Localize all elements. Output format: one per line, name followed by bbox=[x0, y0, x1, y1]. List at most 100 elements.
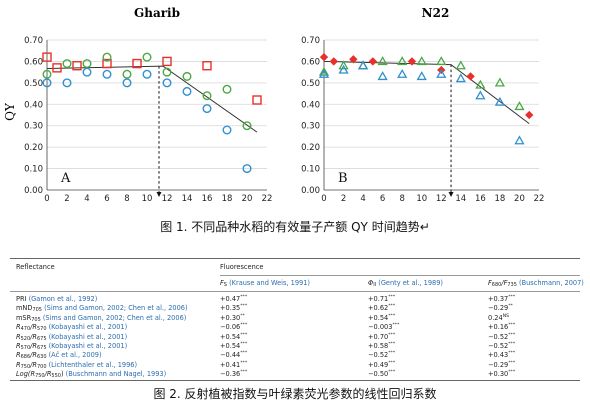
table-caption: 图 2. 反射植被指数与叶绿素荧光参数的线性回归系数 bbox=[153, 387, 437, 401]
table-value: −0.52*** bbox=[488, 342, 515, 351]
table-value: +0.30** bbox=[220, 314, 245, 323]
panel-2-y-tick-label: 0.10 bbox=[301, 165, 320, 175]
table-value: +0.43*** bbox=[488, 351, 515, 360]
panel-1-series-2-point bbox=[82, 59, 92, 69]
significance-marker: *** bbox=[508, 341, 516, 347]
coefficient-value: −0.06 bbox=[220, 323, 241, 332]
coefficient-value: +0.49 bbox=[368, 360, 389, 369]
row-index-subscript: 705 bbox=[31, 316, 41, 323]
panel-2-x-tick-label: 14 bbox=[455, 194, 466, 204]
panel-2-y-tick-label: 0.00 bbox=[301, 186, 320, 196]
coefficient-value: 0.24 bbox=[488, 313, 503, 322]
panel-1-series-1-point bbox=[72, 61, 82, 71]
sub-header-subscript: S bbox=[223, 282, 227, 288]
sub-header-subscript: II bbox=[373, 282, 377, 288]
panel-2-series-3-point bbox=[377, 71, 388, 81]
figure-1: QY Gharib 0.00 0.10 0.20 0.30 0.40 0.50 0.60 0.70… bbox=[3, 6, 545, 204]
panel-2-x-tick-label: 12 bbox=[436, 194, 447, 204]
panel-2-series-1-point bbox=[329, 57, 338, 66]
table-value: +0.54*** bbox=[220, 333, 247, 342]
significance-marker: *** bbox=[508, 323, 516, 328]
sub-header-citation: (Buschmann, 2007) bbox=[516, 279, 584, 287]
panel-2-series-2-point bbox=[494, 77, 506, 87]
panel-2-x-tick-label: 10 bbox=[416, 194, 427, 204]
table-value: −0.06*** bbox=[220, 323, 247, 332]
panel-1-series-1-point bbox=[42, 52, 52, 62]
coefficient-value: −0.50 bbox=[368, 370, 389, 379]
significance-marker: *** bbox=[388, 370, 396, 375]
row-index-name: R bbox=[16, 342, 21, 350]
sub-header-1: FS (Krause and Weis, 1991) bbox=[220, 279, 310, 290]
col-header-reflectance: Reflectance bbox=[16, 263, 55, 271]
table-value: −0.52*** bbox=[488, 333, 515, 342]
panel-1-series-1-point bbox=[252, 95, 262, 105]
significance-marker: *** bbox=[388, 360, 396, 366]
row-index-name: PRI bbox=[16, 295, 27, 303]
panel-2-series-2-point bbox=[475, 79, 486, 89]
y-axis-label: QY bbox=[3, 102, 17, 121]
table-row-label: R686/R630 (Aĉ et al., 2009) bbox=[16, 351, 102, 362]
table-value: +0.41*** bbox=[220, 361, 247, 370]
panel-2-series-1-point bbox=[407, 57, 417, 66]
table-value: −0.29*** bbox=[488, 361, 515, 370]
panel-1-y-tick-label: 0.60 bbox=[24, 57, 43, 67]
panel-2-y-tick-label: 0.70 bbox=[301, 36, 320, 46]
panel-2-series-2-point bbox=[377, 56, 388, 66]
sub-header-2: ΦII (Genty et al., 1989) bbox=[368, 279, 443, 290]
panel-1-x-tick-label: 4 bbox=[84, 194, 89, 204]
panel-2-series-2-point bbox=[436, 56, 447, 66]
row-citation: (Kobayashi et al., 2001) bbox=[46, 332, 128, 341]
table-value: +0.54*** bbox=[220, 342, 247, 351]
panel-1-series-2-point bbox=[102, 52, 112, 62]
significance-marker: *** bbox=[240, 360, 248, 366]
panel-1-x-tick-label: 6 bbox=[104, 194, 109, 204]
row-index-name-2: /R bbox=[30, 351, 37, 360]
table-row-label: R750/R700 (Lichtenthaler et al., 1996) bbox=[16, 361, 137, 372]
table-bottom-rule bbox=[10, 380, 580, 381]
sub-header-subscript: 680 bbox=[491, 282, 502, 288]
panel-1-series-2-point bbox=[122, 69, 132, 79]
panel-1-x-tick-label: 16 bbox=[202, 194, 213, 204]
panel-2-x-tick-label: 8 bbox=[399, 194, 404, 204]
panel-2-series-1-point bbox=[466, 72, 475, 81]
figure-1-caption: 图 1. 不同品种水稻的有效量子产额 QY 时间趋势↵ bbox=[160, 220, 430, 234]
panel-1-series-3-point bbox=[162, 78, 172, 88]
table-value: +0.35*** bbox=[220, 304, 247, 313]
panel-2-y-tick-label: 0.60 bbox=[301, 57, 320, 67]
panel-2-series-1-point bbox=[525, 110, 534, 120]
panel-2-series-3-point bbox=[357, 60, 369, 70]
significance-marker: *** bbox=[508, 351, 516, 357]
panel-2-series-3-point bbox=[397, 68, 408, 78]
significance-marker: ** bbox=[508, 304, 513, 310]
row-index-name-2: /R bbox=[30, 332, 37, 341]
row-index-subscript: 686 bbox=[20, 354, 31, 361]
coefficient-value: −0.003 bbox=[368, 323, 393, 332]
row-index-subscript: 470 bbox=[20, 326, 31, 333]
panel-2-x-tick-label: 0 bbox=[321, 194, 326, 204]
panel-1-series-2-point bbox=[42, 69, 52, 79]
panel-2-y-tick-label: 0.20 bbox=[301, 143, 320, 153]
fluorescence-underline bbox=[220, 275, 580, 276]
panel-2-series-1-point bbox=[349, 55, 358, 64]
coefficient-value: +0.54 bbox=[220, 332, 241, 341]
panel-2-trend-line bbox=[323, 60, 530, 124]
sub-header-3: F680/F735 (Buschmann, 2007) bbox=[488, 279, 584, 290]
row-index-name: R bbox=[16, 360, 21, 369]
row-citation: (Lichtenthaler et al., 1996) bbox=[46, 360, 138, 369]
panel-2-x-tick-label: 22 bbox=[534, 194, 545, 204]
table-value: 0.24NS bbox=[488, 314, 509, 323]
table-value: +0.54*** bbox=[368, 314, 395, 323]
coefficient-value: +0.37 bbox=[488, 295, 509, 303]
panel-2-series-2-point bbox=[514, 101, 525, 111]
table-row-label: R520/R675 (Kobayashi et al., 2001) bbox=[16, 333, 127, 344]
significance-marker: *** bbox=[508, 360, 516, 366]
panel-1-series-2-point bbox=[202, 91, 212, 101]
coefficient-value: +0.35 bbox=[220, 304, 241, 313]
sub-header-citation: (Genty et al., 1989) bbox=[376, 279, 444, 287]
row-index-subscript-2: 675 bbox=[36, 345, 47, 351]
panel-2-title: N22 bbox=[422, 6, 450, 20]
panel-2-y-tick-label: 0.30 bbox=[301, 122, 320, 132]
panel-1-trend-line bbox=[46, 65, 258, 133]
panel-1-series-1-point bbox=[202, 61, 212, 71]
table-value: +0.62*** bbox=[368, 304, 395, 313]
